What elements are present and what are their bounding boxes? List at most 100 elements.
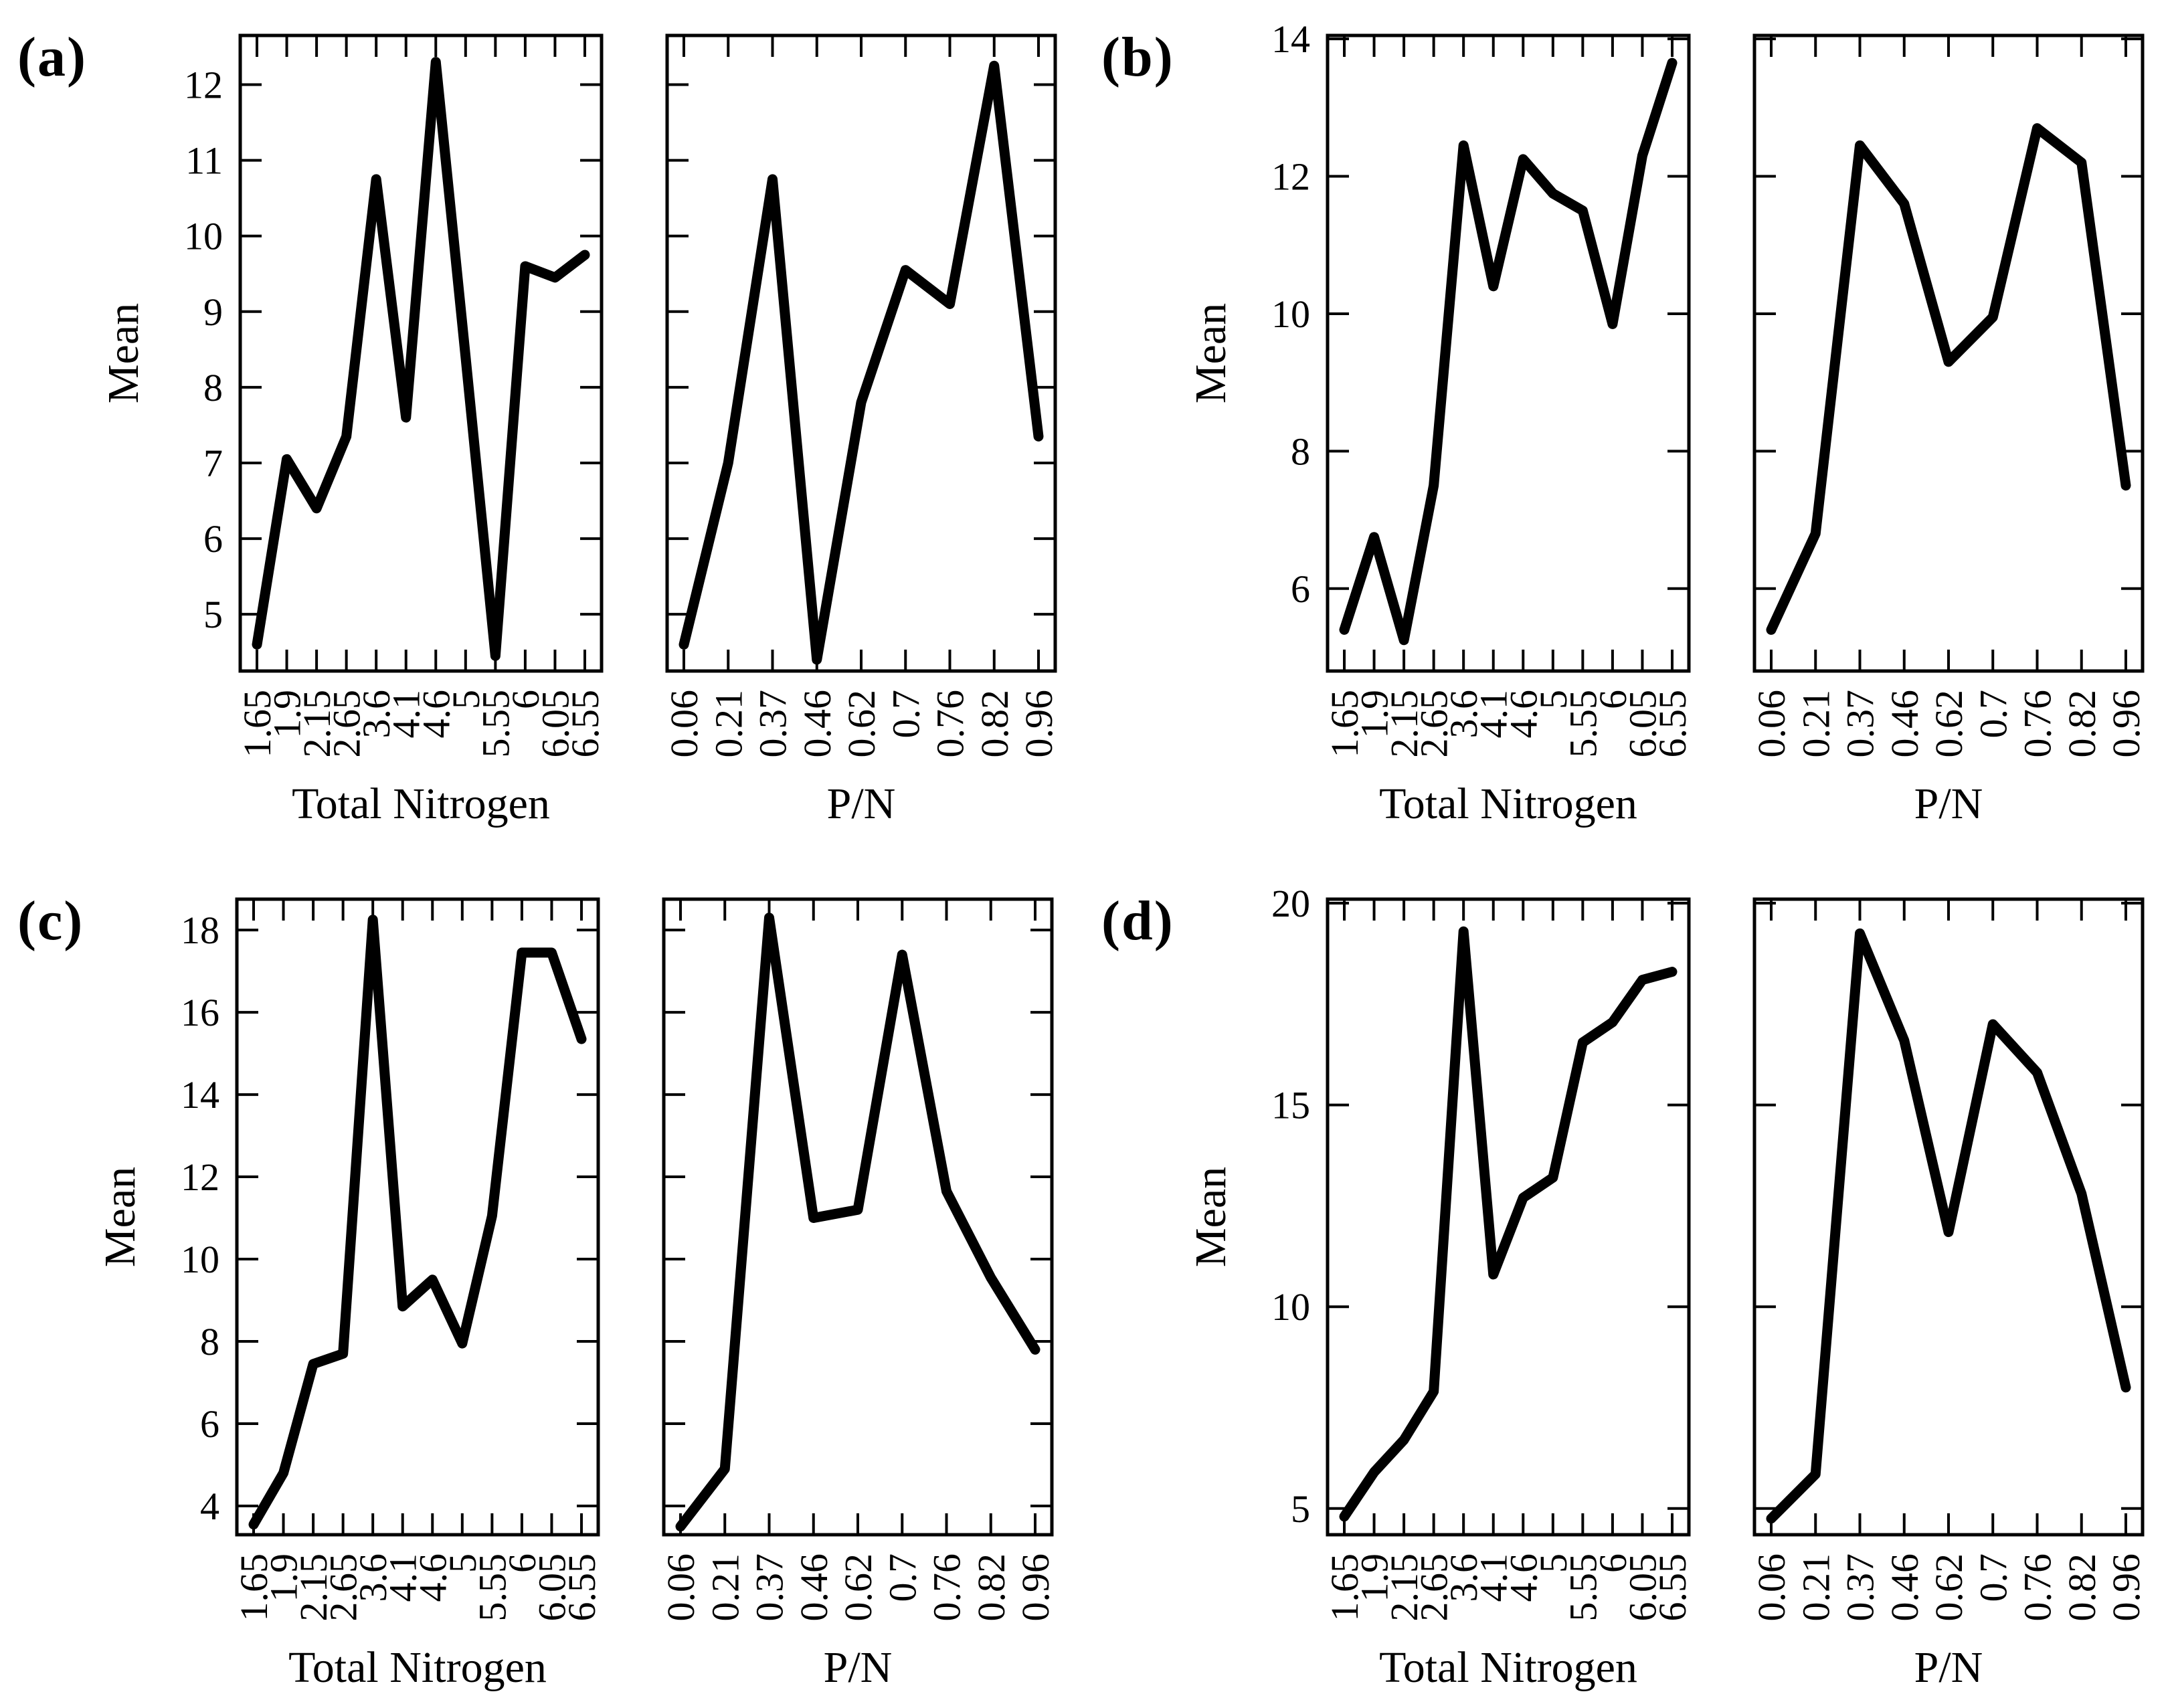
- x-tick-label: 1.65: [236, 690, 279, 758]
- x-tick-label: 2.15: [1382, 690, 1426, 758]
- x-tick-label: 0.21: [1794, 1553, 1837, 1622]
- x-tick-label: 4.1: [1471, 690, 1515, 739]
- data-line: [252, 57, 590, 661]
- y-tick-label: 9: [203, 290, 223, 334]
- x-tick-label: 1.65: [1323, 690, 1366, 758]
- x-tick-label: 1.9: [265, 690, 308, 739]
- x-tick-label: 4.1: [1471, 1553, 1515, 1602]
- x-tick-label: 0.96: [2104, 1553, 2148, 1622]
- panel-a-label: (a): [17, 26, 87, 88]
- panel-d-charts: 1.65 1.9 2.15 2.65 3.6 4.1 4.6 5 5.55 6 6.05 6.55 5 1…: [1177, 876, 2159, 1708]
- y-axis-title: Mean: [99, 303, 148, 403]
- x-tick-label: 0.21: [1794, 690, 1837, 758]
- x-tick-label: 5: [444, 690, 488, 709]
- y-tick-label: 12: [181, 1155, 219, 1199]
- x-tick-label: 4.6: [414, 690, 458, 739]
- x-tick-label: 6.55: [1651, 690, 1694, 758]
- data-line: [1339, 926, 1678, 1522]
- data-line: [675, 913, 1041, 1532]
- y-tick-label: 8: [1291, 430, 1310, 473]
- data-line: [1339, 58, 1678, 646]
- x-tick-label: 6.05: [1621, 1553, 1664, 1622]
- x-tick-label: 0.7: [881, 1553, 924, 1602]
- x-tick-label: 6: [501, 1553, 544, 1573]
- x-tick-label: 3.6: [351, 1553, 395, 1602]
- y-tick-label: 14: [181, 1073, 219, 1117]
- x-tick-label: 0.62: [836, 1553, 880, 1622]
- panel-a-charts: 1.65 1.9 2.15 2.65 3.6 4.1 4.6 5 5.55 6 6.05 6.55 5 6…: [90, 12, 1072, 845]
- chart-a-p-n: 0.06 0.21 0.37 0.46 0.62 0.7 0.76 0.82 0.96 P/N: [662, 33, 1061, 828]
- x-tick-label: 2.65: [325, 690, 369, 758]
- panel-c-charts: 1.65 1.9 2.15 2.65 3.6 4.1 4.6 5 5.55 6 6.05 6.55 4 6…: [86, 876, 1069, 1708]
- plot-frame: [238, 33, 604, 673]
- x-tick-label: 0.06: [662, 690, 706, 758]
- x-tick-label: 0.46: [1882, 1553, 1926, 1622]
- y-tick-label: 5: [1291, 1487, 1310, 1531]
- data-line: [679, 60, 1044, 665]
- x-tick-label: 5.55: [1561, 1553, 1605, 1622]
- panel-b-charts: 1.65 1.9 2.15 2.65 3.6 4.1 4.6 5 5.55 6 6.05 6.55 6 8…: [1177, 12, 2159, 845]
- x-tick-label: 6.05: [533, 690, 577, 758]
- x-axis-title: P/N: [827, 779, 896, 828]
- x-tick-label: 1.9: [1352, 1553, 1396, 1602]
- y-tick-label: 10: [184, 215, 223, 258]
- y-tick-label: 10: [1271, 1285, 1310, 1329]
- x-tick-label: 0.37: [1838, 690, 1882, 758]
- x-tick-label: 5.55: [474, 690, 517, 758]
- x-tick-label: 0.82: [973, 690, 1016, 758]
- x-tick-label: 0.76: [925, 1553, 969, 1622]
- panel-b-label: (b): [1101, 26, 1174, 88]
- x-axis-title: P/N: [1914, 1643, 1983, 1692]
- plot-frame: [1326, 33, 1691, 673]
- x-axis-title: P/N: [824, 1643, 893, 1692]
- x-tick-label: 6: [1591, 1553, 1635, 1573]
- x-tick-label: 0.7: [884, 690, 927, 739]
- panel-c-label: (c): [17, 890, 84, 952]
- y-axis-title: Mean: [96, 1167, 145, 1267]
- panel-c: (c) 1.65 1.9 2.15 2.65 3.6 4.1 4.6 5 5.55 6 6.05 6.…: [0, 854, 1084, 1708]
- x-tick-label: 0.76: [928, 690, 972, 758]
- x-tick-label: 0.96: [2104, 690, 2148, 758]
- x-axis-title: P/N: [1914, 779, 1983, 828]
- x-tick-label: 0.62: [840, 690, 883, 758]
- x-tick-label: 0.7: [1971, 1553, 2015, 1602]
- y-tick-label: 14: [1271, 17, 1310, 61]
- plot-frame: [235, 897, 600, 1537]
- x-tick-label: 0.06: [1750, 690, 1793, 758]
- x-tick-label: 0.7: [1971, 690, 2015, 739]
- x-tick-label: 6.05: [531, 1553, 574, 1622]
- y-tick-label: 6: [1291, 567, 1310, 611]
- x-tick-label: 0.46: [792, 1553, 836, 1622]
- x-tick-label: 5: [1531, 690, 1574, 709]
- x-tick-label: 1.9: [262, 1553, 306, 1602]
- chart-c-p-n: 0.06 0.21 0.37 0.46 0.62 0.7 0.76 0.82 0.96 P/N: [659, 897, 1057, 1692]
- x-tick-label: 6.55: [560, 1553, 604, 1622]
- x-tick-label: 0.37: [748, 1553, 792, 1622]
- x-tick-label: 0.06: [659, 1553, 703, 1622]
- x-tick-label: 0.82: [2060, 1553, 2103, 1622]
- data-line: [1766, 928, 2131, 1524]
- chart-d-total-nitrogen: 1.651.92.152.653.64.14.655.5566.056.5551…: [1186, 882, 1694, 1692]
- x-tick-label: 3.6: [355, 690, 398, 739]
- x-tick-label: 2.15: [1382, 1553, 1426, 1622]
- x-tick-label: 2.65: [1412, 1553, 1455, 1622]
- y-tick-label: 10: [1271, 292, 1310, 336]
- x-tick-label: 0.46: [796, 690, 839, 758]
- panel-b: (b) 1.65 1.9 2.15 2.65 3.6 4.1 4.6 5 5.55 6 6.05 6.…: [1084, 0, 2170, 854]
- y-tick-label: 12: [1271, 155, 1310, 199]
- x-tick-label: 6: [1591, 690, 1635, 709]
- x-tick-label: 1.65: [1323, 1553, 1366, 1622]
- x-tick-label: 0.62: [1927, 1553, 1971, 1622]
- x-tick-label: 6.05: [1621, 690, 1664, 758]
- chart-c-total-nitrogen: 1.651.92.152.653.64.14.655.5566.056.5546…: [96, 897, 604, 1692]
- y-tick-label: 8: [200, 1320, 219, 1363]
- chart-b-p-n: 0.06 0.21 0.37 0.46 0.62 0.7 0.76 0.82 0.96 P/N: [1750, 33, 2148, 828]
- plot-frame: [1752, 897, 2145, 1537]
- x-tick-label: 1.65: [232, 1553, 276, 1622]
- x-tick-label: 2.65: [322, 1553, 365, 1622]
- x-tick-label: 4.1: [381, 1553, 425, 1602]
- x-tick-label: 0.37: [1838, 1553, 1882, 1622]
- y-tick-label: 6: [203, 517, 223, 561]
- x-tick-label: 0.37: [751, 690, 794, 758]
- panel-a: (a) 1.65 1.9 2.15 2.65 3.6 4.1 4.6 5 5.55 6 6.05 6.…: [0, 0, 1084, 854]
